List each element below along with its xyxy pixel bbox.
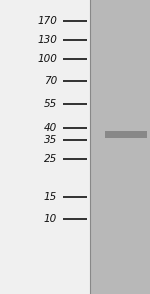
Bar [90,0,150,294]
Bar [0,0,90,294]
Text: 40: 40 [44,123,57,133]
Text: 15: 15 [44,192,57,202]
Bar [105,131,147,138]
Text: 55: 55 [44,99,57,109]
Text: 70: 70 [44,76,57,86]
Text: 25: 25 [44,154,57,164]
Text: 130: 130 [37,35,57,45]
Text: 170: 170 [37,16,57,26]
Text: 100: 100 [37,54,57,64]
Text: 10: 10 [44,214,57,224]
Text: 35: 35 [44,135,57,145]
